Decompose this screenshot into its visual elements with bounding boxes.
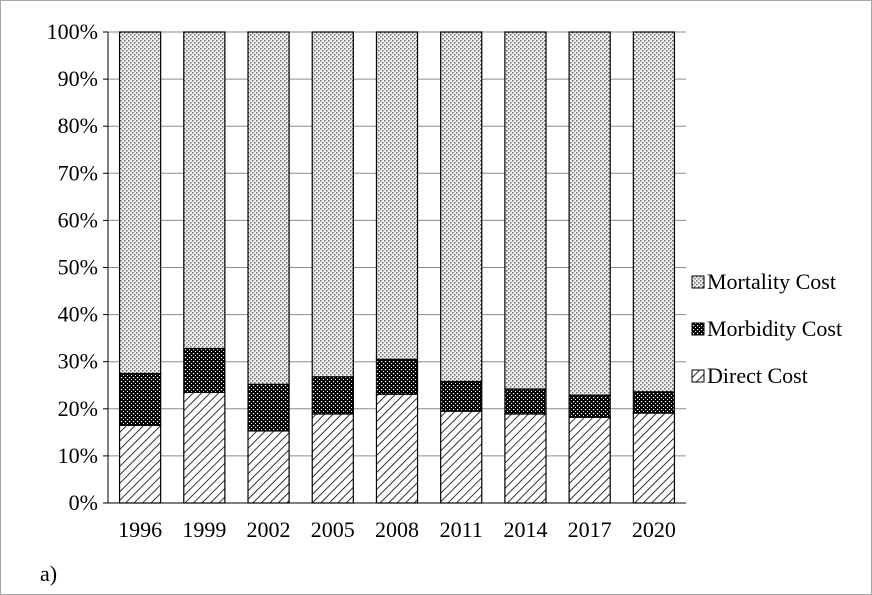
bar-mortality-cost-1999 xyxy=(183,31,226,350)
bar-morbidity-cost-2014 xyxy=(504,388,547,415)
x-tick-label: 2008 xyxy=(375,517,419,542)
y-tick-label: 50% xyxy=(58,255,98,280)
y-tick-label: 80% xyxy=(58,113,98,138)
y-tick-label: 90% xyxy=(58,66,98,91)
legend: Mortality Cost Morbidity Cost Direct Cost xyxy=(691,269,842,388)
x-tick-label: 2002 xyxy=(247,517,291,542)
x-tick-label: 2017 xyxy=(568,517,612,542)
panel-label: a) xyxy=(40,561,57,586)
bar-direct-cost-1996 xyxy=(118,424,162,504)
bar-direct-cost-2017 xyxy=(568,416,611,504)
bar-morbidity-cost-2005 xyxy=(311,376,354,415)
bar-morbidity-cost-2011 xyxy=(440,380,483,412)
x-tick-label: 1999 xyxy=(182,517,226,542)
bar-mortality-cost-2008 xyxy=(375,31,419,360)
legend-label-morbidity-cost: Morbidity Cost xyxy=(707,316,842,341)
legend-swatch-mortality-cost xyxy=(691,275,705,289)
bar-morbidity-cost-2017 xyxy=(568,394,611,418)
y-tick-labels: 0% 10% 20% 30% 40% 50% 60% 70% 80% 90% 100% xyxy=(47,19,98,515)
bar-direct-cost-1999 xyxy=(183,391,226,504)
legend-swatch-morbidity-cost xyxy=(691,322,705,336)
x-tick-label: 2011 xyxy=(440,517,483,542)
bar-mortality-cost-2002 xyxy=(247,31,290,385)
x-tick-labels: 1996 1999 2002 2005 2008 2011 2014 2017 2020 xyxy=(118,517,676,542)
x-tick-label: 2005 xyxy=(311,517,355,542)
bar-mortality-cost-2020 xyxy=(632,31,676,393)
x-tick-label: 2020 xyxy=(632,517,676,542)
bar-morbidity-cost-2008 xyxy=(375,358,419,395)
y-tick-label: 20% xyxy=(58,396,98,421)
y-tick-label: 10% xyxy=(58,443,98,468)
bar-morbidity-cost-2020 xyxy=(632,391,676,414)
y-tick-label: 40% xyxy=(58,302,98,327)
bar-direct-cost-2011 xyxy=(440,410,483,504)
axes xyxy=(103,31,686,504)
bar-morbidity-cost-1996 xyxy=(118,372,162,426)
bar-mortality-cost-2011 xyxy=(440,31,483,383)
x-tick-label: 2014 xyxy=(503,517,547,542)
bar-mortality-cost-2014 xyxy=(504,31,547,390)
bar-mortality-cost-1996 xyxy=(118,31,162,375)
bar-mortality-cost-2005 xyxy=(311,31,354,378)
legend-label-direct-cost: Direct Cost xyxy=(707,363,808,388)
bar-mortality-cost-2017 xyxy=(568,31,611,396)
bar-morbidity-cost-1999 xyxy=(183,347,226,393)
bar-direct-cost-2005 xyxy=(311,413,354,504)
legend-label-mortality-cost: Mortality Cost xyxy=(707,269,836,294)
y-tick-label: 0% xyxy=(69,490,98,515)
y-tick-label: 30% xyxy=(58,349,98,374)
bar-direct-cost-2002 xyxy=(247,430,290,504)
bar-direct-cost-2008 xyxy=(375,393,419,504)
bar-direct-cost-2014 xyxy=(504,413,547,504)
y-tick-label: 60% xyxy=(58,207,98,232)
y-tick-label: 70% xyxy=(58,160,98,185)
y-tick-label: 100% xyxy=(47,19,98,44)
x-tick-label: 1996 xyxy=(118,517,162,542)
bar-direct-cost-2020 xyxy=(632,412,676,504)
legend-swatch-direct-cost xyxy=(691,369,705,383)
bar-morbidity-cost-2002 xyxy=(247,383,290,432)
bars xyxy=(118,31,676,504)
